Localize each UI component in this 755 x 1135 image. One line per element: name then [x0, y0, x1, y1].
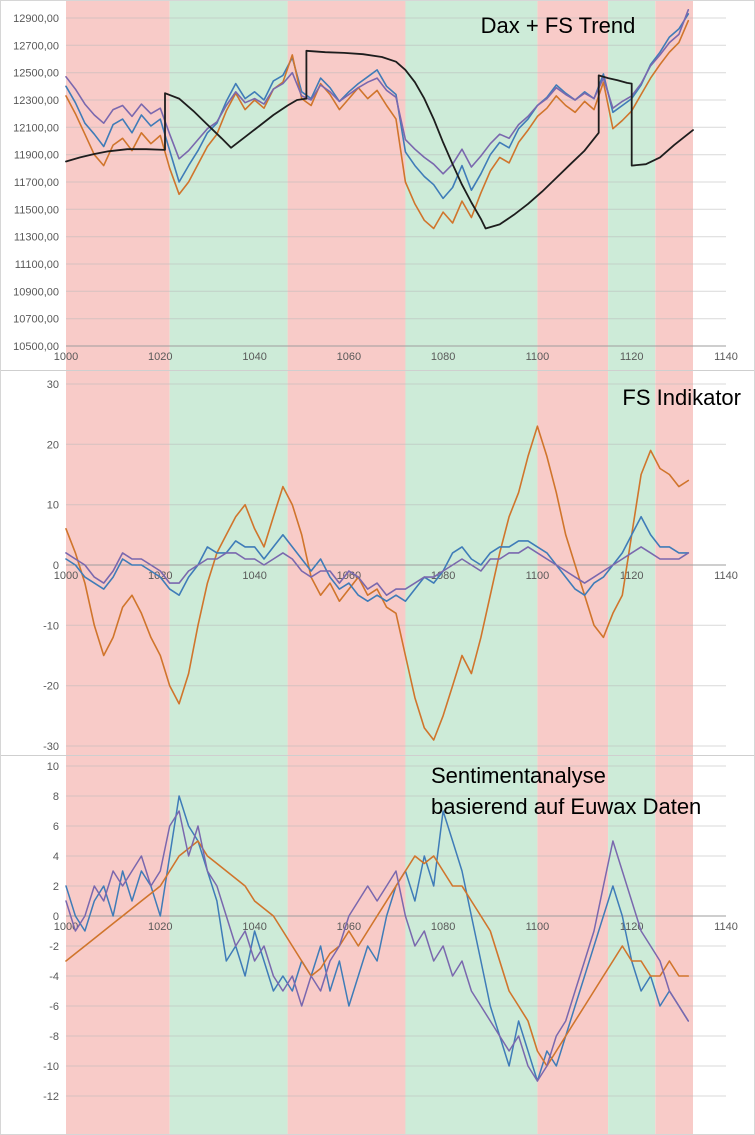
y-tick-label: -2	[49, 941, 59, 953]
phase-band	[655, 756, 693, 1134]
y-tick-label: 20	[47, 439, 59, 451]
series-purple-line	[65, 546, 690, 596]
y-tick-label: -8	[49, 1031, 59, 1043]
y-tick-label: 12100,00	[13, 122, 59, 134]
chart-panel-sentimentanalyse: 10 8 6 4 2 0 -2 -4 -6 -8 -10 -12 1000 1020 1040 1060 108…	[1, 756, 754, 1134]
phase-band	[169, 371, 288, 755]
y-tick-label: 12300,00	[13, 95, 59, 107]
y-tick-label: 10900,00	[13, 286, 59, 298]
series-blue-line	[65, 515, 690, 602]
phase-band	[287, 1, 406, 370]
y-tick-label: 10700,00	[13, 314, 59, 326]
x-tick-label: 1040	[242, 570, 266, 582]
y-tick-label: 11300,00	[14, 232, 59, 244]
y-tick-label: 11900,00	[14, 150, 59, 162]
dax-fs-trend-plot: 12900,00 12700,00 12500,00 12300,00 12100,00…	[13, 1, 738, 370]
y-tick-label: -20	[43, 681, 59, 693]
y-tick-label: -10	[43, 1061, 59, 1073]
phase-band	[537, 371, 609, 755]
x-tick-label: 1140	[714, 570, 738, 582]
series-blue-line	[65, 795, 690, 1082]
x-tick-label: 1040	[242, 921, 266, 933]
y-tick-label: 11500,00	[14, 204, 59, 216]
y-tick-label: 12700,00	[13, 40, 59, 52]
sentimentanalyse-plot: 10 8 6 4 2 0 -2 -4 -6 -8 -10 -12 1000 1020 1040 1060 108…	[43, 756, 738, 1134]
y-tick-label: 10	[47, 500, 59, 512]
phase-band	[169, 1, 288, 370]
phase-band	[405, 756, 538, 1134]
y-tick-label: -10	[43, 620, 59, 632]
x-tick-label: 1000	[54, 570, 78, 582]
x-tick-label: 1100	[526, 921, 550, 933]
y-tick-label: 0	[53, 911, 59, 923]
x-tick-label: 1080	[431, 351, 455, 363]
phase-band	[405, 371, 538, 755]
series-orange-line	[65, 19, 690, 230]
series-fs-trend	[65, 49, 694, 230]
phase-band	[66, 1, 170, 370]
x-tick-label: 1060	[337, 351, 361, 363]
y-tick-label: 11100,00	[15, 259, 59, 271]
series-purple-line	[65, 9, 690, 175]
y-tick-label: -30	[43, 741, 59, 753]
x-tick-label: 1000	[54, 921, 78, 933]
x-tick-label: 1080	[431, 921, 455, 933]
phase-band	[608, 756, 656, 1134]
x-tick-label: 1120	[620, 570, 644, 582]
y-tick-label: 10500,00	[13, 341, 59, 353]
x-tick-label: 1020	[148, 921, 172, 933]
x-tick-label: 1020	[148, 351, 172, 363]
chart-title-fs-indikator: FS Indikator	[622, 385, 741, 410]
x-tick-label: 1140	[714, 921, 738, 933]
y-tick-label: -6	[49, 1001, 59, 1013]
y-tick-label: 12500,00	[13, 68, 59, 80]
x-tick-label: 1140	[714, 351, 738, 363]
y-tick-label: 4	[53, 851, 59, 863]
series-purple-line	[65, 810, 690, 1082]
phase-band	[655, 371, 693, 755]
y-tick-label: 8	[53, 791, 59, 803]
y-tick-label: 6	[53, 821, 59, 833]
x-tick-label: 1100	[526, 351, 550, 363]
y-tick-label: 30	[47, 379, 59, 391]
x-tick-label: 1120	[620, 351, 644, 363]
phase-band	[537, 756, 609, 1134]
chart-title-dax-fs-trend: Dax + FS Trend	[480, 13, 636, 38]
y-tick-label: 0	[53, 560, 59, 572]
x-tick-label: 1040	[242, 351, 266, 363]
phase-band	[169, 756, 288, 1134]
y-tick-label: 11700,00	[14, 177, 59, 189]
y-tick-label: 10	[47, 761, 59, 773]
x-tick-label: 1000	[54, 351, 78, 363]
chart-title-line-1: Sentimentanalyse	[431, 763, 606, 788]
phase-band	[405, 1, 538, 370]
chart-panel-dax-fs-trend: 12900,00 12700,00 12500,00 12300,00 12100,00…	[1, 1, 754, 371]
x-tick-label: 1100	[526, 570, 550, 582]
x-tick-label: 1060	[337, 921, 361, 933]
chart-title-sentimentanalyse: Sentimentanalyse basierend auf Euwax Dat…	[431, 760, 701, 822]
y-tick-label: 2	[53, 881, 59, 893]
y-tick-label: -4	[49, 971, 59, 983]
series-blue-line	[65, 13, 690, 200]
y-tick-label: -12	[43, 1091, 59, 1103]
chart-title-line-2: basierend auf Euwax Daten	[431, 794, 702, 819]
phase-band	[287, 756, 406, 1134]
phase-band	[66, 756, 170, 1134]
chart-panel-fs-indikator: 30 20 10 0 -10 -20 -30 1000 1020 1040 1060 1080 1100…	[1, 371, 754, 756]
phase-band	[608, 1, 656, 370]
y-tick-label: 12900,00	[13, 13, 59, 25]
phase-band	[655, 1, 693, 370]
series-orange-line	[65, 840, 690, 1067]
